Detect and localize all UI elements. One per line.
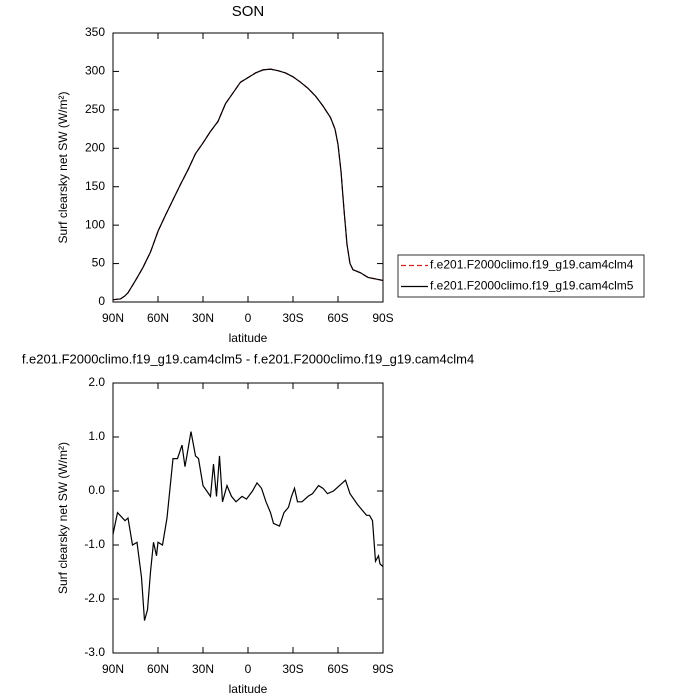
x-tick-label: 30N [192, 311, 214, 325]
y-tick-label: 0.0 [88, 483, 105, 497]
x-tick-label: 90S [372, 311, 393, 325]
y-tick-label: 1.0 [88, 429, 105, 443]
y-tick-label: 250 [85, 102, 105, 116]
x-tick-label: 60N [147, 662, 169, 676]
plot-frame [112, 382, 384, 654]
y-tick-label: 100 [85, 217, 105, 231]
legend-label: f.e201.F2000climo.f19_g19.cam4clm5 [430, 279, 634, 293]
y-tick-label: -2.0 [84, 591, 105, 605]
x-tick-label: 60N [147, 311, 169, 325]
data-line [112, 68, 384, 301]
x-tick-label: 30S [282, 662, 303, 676]
x-tick-label: 0 [245, 311, 252, 325]
x-tick-label: 60S [327, 662, 348, 676]
x-tick-label: 30N [192, 662, 214, 676]
y-tick-label: 300 [85, 64, 105, 78]
plot: f.e201.F2000climo.f19_g19.cam4clm5 - f.e… [22, 351, 474, 696]
y-tick-label: 50 [92, 256, 106, 270]
plot-frame [112, 32, 384, 303]
x-tick-label: 90N [102, 311, 124, 325]
legend-frame [397, 254, 645, 298]
x-axis-label: latitude [229, 331, 268, 345]
legend: f.e201.F2000climo.f19_g19.cam4clm4 f.e201… [397, 254, 645, 298]
data-line [112, 431, 384, 621]
y-tick-label: 200 [85, 140, 105, 154]
x-tick-label: 0 [245, 662, 252, 676]
y-tick-label: -3.0 [84, 645, 105, 659]
x-tick-label: 30S [282, 311, 303, 325]
chart-title: SON [232, 3, 265, 20]
chart-title: f.e201.F2000climo.f19_g19.cam4clm5 - f.e… [22, 351, 474, 366]
y-tick-label: -1.0 [84, 537, 105, 551]
y-axis-label: Surf clearsky net SW (W/m²) [56, 442, 70, 594]
plot: SON Surf clearsky net SW (W/m²) latitude 0 5… [56, 3, 645, 345]
x-tick-label: 90N [102, 662, 124, 676]
x-axis-label: latitude [229, 682, 268, 696]
y-tick-label: 150 [85, 179, 105, 193]
y-tick-label: 0 [98, 294, 105, 308]
legend-label: f.e201.F2000climo.f19_g19.cam4clm4 [430, 258, 634, 272]
x-tick-label: 90S [372, 662, 393, 676]
x-tick-label: 60S [327, 311, 348, 325]
y-tick-label: 2.0 [88, 375, 105, 389]
y-axis-label: Surf clearsky net SW (W/m²) [56, 91, 70, 243]
y-tick-label: 350 [85, 25, 105, 39]
